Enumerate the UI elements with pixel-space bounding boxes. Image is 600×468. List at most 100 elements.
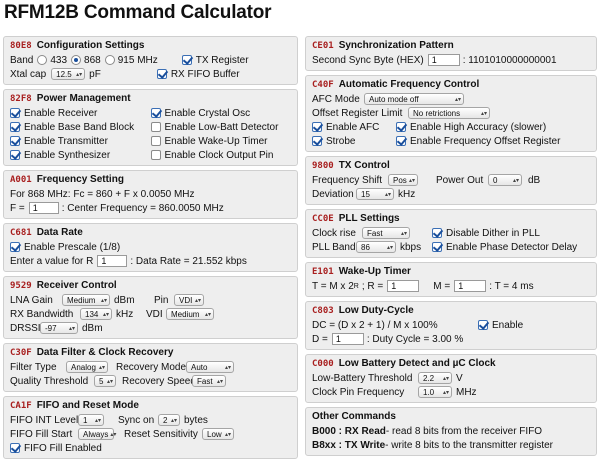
freq-shift-select[interactable]: Pos ▴▾ (388, 174, 418, 186)
command-code: CC0E (312, 214, 334, 224)
pll-panel: CC0E PLL Settings Clock rise Fast ▴▾ Disab… (305, 209, 597, 258)
duty-enable-checkbox[interactable] (478, 320, 488, 330)
sync-byte-label: Second Sync Byte (HEX) (312, 54, 424, 66)
power-panel: 82F8 Power Management Enable Receiver Ena… (3, 89, 298, 166)
high-accuracy-checkbox[interactable] (396, 122, 406, 132)
band-915-radio[interactable] (104, 55, 115, 65)
clock-freq-unit: MHz (456, 386, 477, 398)
fifo-fill-checkbox[interactable] (10, 443, 20, 453)
command-code: C803 (312, 306, 334, 316)
lna-select[interactable]: Medium ▴▾ (62, 294, 110, 306)
reset-sensitivity-select[interactable]: Low ▴▾ (202, 428, 234, 440)
enable-receiver-checkbox[interactable] (10, 108, 20, 118)
drssi-unit: dBm (82, 322, 103, 334)
panel-title: Wake-Up Timer (338, 266, 411, 277)
enable-synthesizer-checkbox[interactable] (10, 150, 20, 160)
rx-fifo-checkbox[interactable] (156, 69, 167, 79)
sync-on-select[interactable]: 2 ▴▾ (158, 414, 180, 426)
freq-offset-checkbox[interactable] (396, 136, 406, 146)
r-input[interactable]: 1 (97, 255, 128, 267)
deviation-label: Deviation (312, 188, 354, 200)
clock-rise-select[interactable]: Fast ▴▾ (362, 227, 410, 239)
pll-band-unit: kbps (400, 241, 422, 253)
power-out-select[interactable]: 0 ▴▾ (488, 174, 522, 186)
quality-threshold-select[interactable]: 5 ▴▾ (94, 375, 116, 387)
receiver-panel: 9529 Receiver Control LNA Gain Medium ▴▾ d… (3, 276, 298, 339)
filter-type-select[interactable]: Analog ▴▾ (66, 361, 108, 373)
fifo-start-select[interactable]: Always ▴▾ (78, 428, 116, 440)
checkbox-label: Enable Wake-Up Timer (164, 135, 268, 147)
enable-afc-checkbox[interactable] (312, 122, 322, 132)
duty-d-input[interactable]: 1 (331, 333, 364, 345)
panel-title: Low Duty-Cycle (338, 305, 414, 316)
band-868-radio[interactable] (71, 55, 82, 65)
afc-mode-label: AFC Mode (312, 93, 360, 105)
reset-sensitivity-label: Reset Sensitivity (124, 428, 198, 440)
config-panel: 80E8 Configuration Settings Band 433 868 … (3, 36, 298, 85)
offset-limit-select[interactable]: No retrictions ▴▾ (408, 107, 490, 119)
checkbox-label: Enable Low-Batt Detector (164, 121, 279, 133)
panel-title: PLL Settings (338, 213, 400, 224)
enable-crystal-checkbox[interactable] (150, 108, 161, 118)
command-code: C40F (312, 80, 334, 90)
rx-read-desc: - read 8 bits from the receiver FIFO (385, 425, 543, 437)
clock-freq-select[interactable]: 1.0 ▴▾ (418, 386, 452, 398)
checkbox-label: Enable AFC (326, 121, 380, 133)
recovery-speed-select[interactable]: Fast ▴▾ (192, 375, 226, 387)
command-code: 82F8 (10, 94, 32, 104)
wake-r-input[interactable]: 1 (387, 280, 420, 292)
panel-title: FIFO and Reset Mode (36, 400, 139, 411)
fifo-fill-label: FIFO Fill Enabled (24, 442, 102, 454)
xtal-unit: pF (89, 68, 101, 80)
prescale-checkbox[interactable] (10, 242, 20, 252)
rxbw-select[interactable]: 134 ▴▾ (80, 308, 112, 320)
sync-byte-input[interactable]: 1 (427, 54, 460, 66)
drssi-select[interactable]: -97 ▴▾ (40, 322, 78, 334)
strobe-checkbox[interactable] (312, 136, 322, 146)
fifo-panel: CA1F FIFO and Reset Mode FIFO INT Level 1… (3, 396, 298, 459)
deviation-select[interactable]: 15 ▴▾ (356, 188, 394, 200)
frequency-panel: A001 Frequency Setting For 868 MHz: Fc = … (3, 170, 298, 219)
freq-shift-label: Frequency Shift (312, 174, 383, 186)
rx-read-command: B000 : RX Read (312, 425, 386, 437)
rxbw-label: RX Bandwidth (10, 308, 74, 320)
checkbox-label: Enable Base Band Block (24, 121, 135, 133)
enable-clockout-checkbox[interactable] (150, 150, 161, 160)
f-input[interactable]: 1 (28, 202, 59, 214)
panel-title: Data Rate (36, 227, 83, 238)
band-915-label: 915 MHz (117, 54, 158, 66)
phase-delay-checkbox[interactable] (432, 242, 442, 252)
threshold-select[interactable]: 2.2 ▴▾ (418, 372, 452, 384)
enable-lowbatt-checkbox[interactable] (150, 122, 161, 132)
wake-m-label: M = (433, 280, 451, 292)
panel-title: Low Battery Detect and µC Clock (338, 358, 496, 369)
fifo-int-label: FIFO INT Level (10, 414, 79, 426)
lna-unit: dBm (114, 294, 135, 306)
band-433-radio[interactable] (37, 55, 48, 65)
vdi-select[interactable]: Medium ▴▾ (166, 308, 214, 320)
enable-wakeup-checkbox[interactable] (150, 136, 161, 146)
enable-transmitter-checkbox[interactable] (10, 136, 20, 146)
recovery-mode-select[interactable]: Auto ▴▾ (186, 361, 234, 373)
offset-limit-label: Offset Register Limit (312, 107, 403, 119)
xtal-select[interactable]: 12.5 ▴▾ (51, 68, 86, 80)
disable-dither-checkbox[interactable] (432, 228, 442, 238)
power-out-label: Power Out (436, 174, 484, 186)
enable-baseband-checkbox[interactable] (10, 122, 20, 132)
command-code: 9529 (10, 281, 32, 291)
pll-band-select[interactable]: 86 ▴▾ (356, 241, 396, 253)
pin-select[interactable]: VDI ▴▾ (174, 294, 204, 306)
band-label: Band (10, 54, 34, 66)
afc-mode-select[interactable]: Auto mode off ▴▾ (364, 93, 464, 105)
quality-threshold-label: Quality Threshold (10, 375, 89, 387)
fifo-int-select[interactable]: 1 ▴▾ (78, 414, 104, 426)
wake-m-input[interactable]: 1 (454, 280, 487, 292)
filter-panel: C30F Data Filter & Clock Recovery Filter … (3, 343, 298, 392)
command-code: A001 (10, 175, 32, 185)
r-label: Enter a value for R (10, 255, 94, 267)
clock-freq-label: Clock Pin Frequency (312, 386, 405, 398)
panel-title: Automatic Frequency Control (338, 79, 480, 90)
rx-fifo-label: RX FIFO Buffer (170, 68, 240, 80)
drssi-label: DRSSI (10, 322, 41, 334)
tx-register-checkbox[interactable] (181, 55, 192, 65)
